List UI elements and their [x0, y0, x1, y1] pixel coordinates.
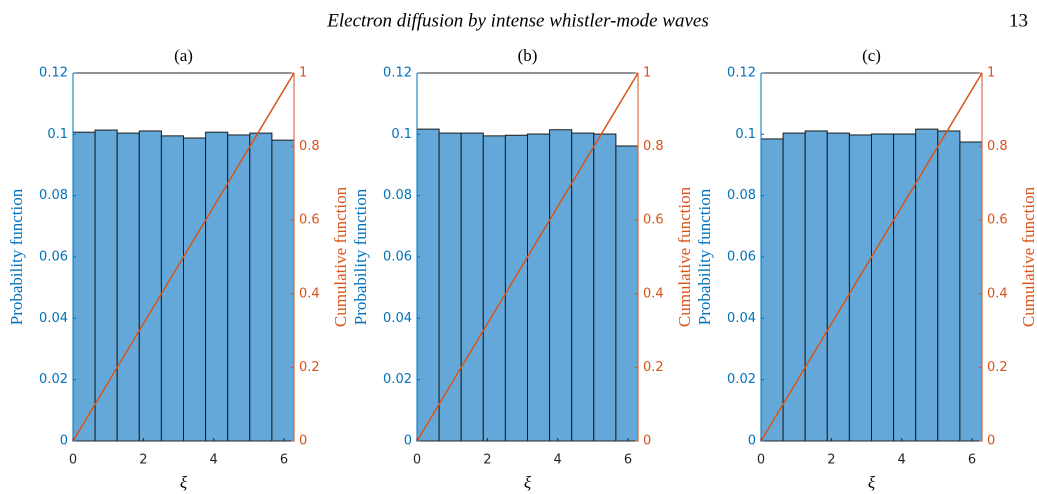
y-tick-label: 0: [404, 434, 412, 449]
histogram-bar: [893, 133, 917, 442]
y-tick-label: 0.1: [47, 127, 68, 142]
x-tick-label: 2: [483, 453, 491, 468]
y-tick-label: 0.08: [383, 188, 412, 203]
y-tick-label: 0: [60, 434, 68, 449]
y-tick-label: 0.02: [727, 372, 756, 387]
histogram-bar: [826, 132, 850, 442]
subplot-title: (c): [862, 46, 881, 65]
y-axis-label: Probability function: [351, 188, 370, 325]
histogram-bar: [205, 131, 229, 442]
cumulative-line: [416, 72, 639, 442]
y2-tick-label: 0.6: [299, 213, 320, 228]
y-axis-label: Probability function: [7, 188, 26, 325]
y-tick-label: 0.06: [39, 250, 68, 265]
histogram-bar: [871, 133, 895, 442]
y2-tick-label: 0: [299, 434, 307, 449]
subplot-title: (a): [174, 46, 193, 65]
histogram-bar: [482, 135, 506, 442]
y2-axis-label: Cumulative function: [675, 186, 694, 327]
histogram-bar: [615, 145, 639, 442]
y-tick-label: 0.06: [383, 250, 412, 265]
x-axis-label: ξ: [524, 473, 532, 492]
x-tick-label: 6: [968, 453, 976, 468]
x-tick-label: 4: [210, 453, 218, 468]
x-tick-label: 6: [280, 453, 288, 468]
cumulative-line: [760, 72, 983, 442]
y-tick-label: 0.08: [727, 188, 756, 203]
x-tick-label: 4: [554, 453, 562, 468]
y2-tick-label: 0.4: [643, 286, 664, 301]
y2-tick-label: 0.2: [987, 360, 1008, 375]
histogram-bar: [116, 132, 140, 442]
x-axis-label: ξ: [868, 473, 876, 492]
histogram-bar: [94, 129, 118, 442]
histogram-bar: [782, 132, 806, 442]
y2-axis-label: Cumulative function: [331, 186, 350, 327]
y2-tick-label: 0.6: [987, 213, 1008, 228]
y-tick-label: 0.12: [39, 66, 68, 81]
histogram-bar: [460, 132, 484, 442]
x-tick-label: 4: [898, 453, 906, 468]
histogram-bar: [804, 130, 828, 442]
histogram-bar: [183, 137, 207, 442]
x-tick-label: 2: [139, 453, 147, 468]
y2-tick-label: 0.8: [299, 139, 320, 154]
y2-tick-label: 0.2: [299, 360, 320, 375]
histogram-bar: [138, 130, 162, 442]
x-axis-label: ξ: [180, 473, 188, 492]
histogram-bar: [593, 133, 617, 442]
histogram-bar: [549, 129, 573, 442]
y2-tick-label: 0.2: [643, 360, 664, 375]
x-tick-label: 0: [757, 453, 765, 468]
y-tick-label: 0.12: [727, 66, 756, 81]
y2-axis-label: Cumulative function: [1019, 186, 1037, 327]
y-tick-label: 0.1: [391, 127, 412, 142]
y-tick-label: 0.02: [383, 372, 412, 387]
subplot-title: (b): [518, 46, 538, 65]
y-axis-label: Probability function: [695, 188, 714, 325]
x-tick-label: 0: [413, 453, 421, 468]
histogram-bar: [271, 139, 295, 442]
y-tick-label: 0.1: [735, 127, 756, 142]
x-tick-label: 2: [827, 453, 835, 468]
y2-tick-label: 0.8: [987, 139, 1008, 154]
histogram-bar: [416, 128, 440, 442]
histogram-bar: [760, 138, 784, 442]
y2-tick-label: 0.4: [987, 286, 1008, 301]
y-tick-label: 0.04: [383, 311, 412, 326]
histogram-bar: [527, 133, 551, 442]
histogram-bar: [249, 132, 273, 442]
y-tick-label: 0.02: [39, 372, 68, 387]
histogram-bar: [227, 134, 251, 442]
y-tick-label: 0.06: [727, 250, 756, 265]
y2-tick-label: 1: [643, 66, 651, 81]
histogram-bar: [915, 128, 939, 442]
y-tick-label: 0: [748, 434, 756, 449]
y2-tick-label: 0: [987, 434, 995, 449]
y2-tick-label: 0.4: [299, 286, 320, 301]
histogram-bar: [937, 130, 961, 442]
y-tick-label: 0.12: [383, 66, 412, 81]
cumulative-line: [72, 72, 295, 442]
y2-tick-label: 0: [643, 434, 651, 449]
y2-tick-label: 1: [299, 66, 307, 81]
histogram-bar: [959, 141, 983, 442]
page-header: Electron diffusion by intense whistler-m…: [326, 10, 709, 31]
x-tick-label: 6: [624, 453, 632, 468]
y2-tick-label: 0.8: [643, 139, 664, 154]
y2-tick-label: 0.6: [643, 213, 664, 228]
y2-tick-label: 1: [987, 66, 995, 81]
y-tick-label: 0.04: [39, 311, 68, 326]
histogram-bar: [438, 132, 462, 442]
page-number: 13: [1009, 10, 1028, 31]
y-tick-label: 0.08: [39, 188, 68, 203]
x-tick-label: 0: [69, 453, 77, 468]
y-tick-label: 0.04: [727, 311, 756, 326]
histogram-bar: [72, 131, 96, 442]
